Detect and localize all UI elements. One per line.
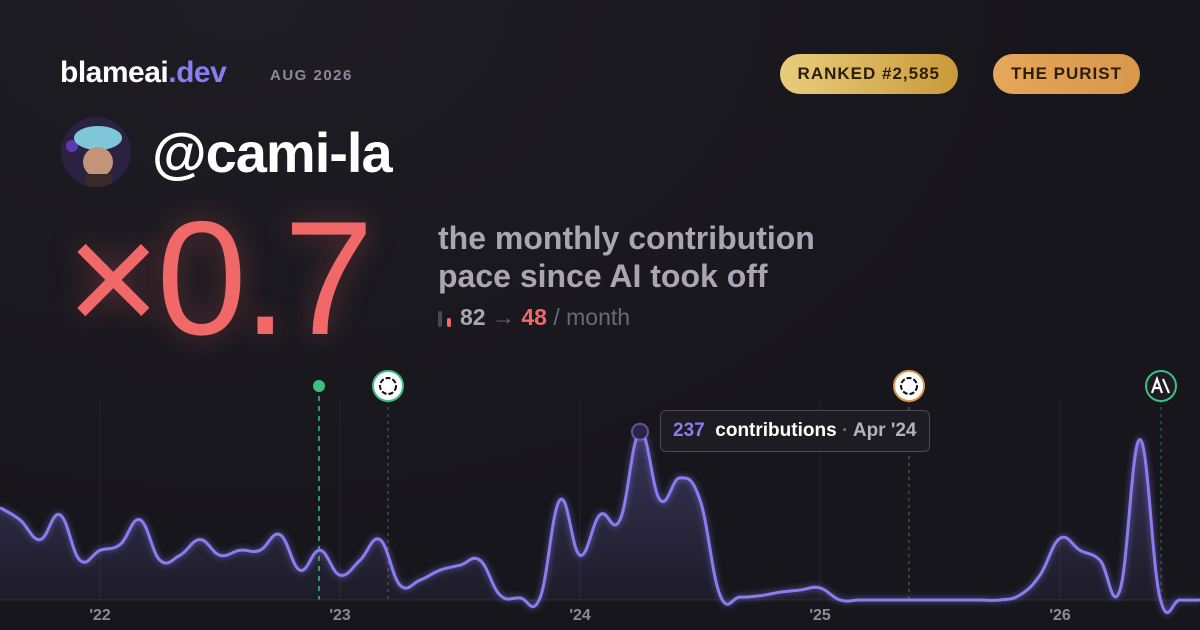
x-tick-label: '25 (809, 607, 831, 624)
brand-tld: .dev (168, 56, 227, 89)
tooltip-unit: contributions (715, 420, 837, 441)
pace-icon (438, 311, 451, 327)
rank-badge: RANKED #2,585 (779, 54, 958, 94)
x-tick-label: '23 (329, 607, 351, 624)
tooltip-value: 237 (673, 420, 705, 441)
event-icon (1145, 370, 1177, 402)
x-tick-label: '26 (1049, 607, 1071, 624)
brand-name: blameai (60, 56, 169, 89)
multiplier: ×0.7 (66, 188, 374, 369)
brand: blameai.dev (60, 56, 227, 90)
handle: @cami-la (152, 121, 393, 184)
event-icon (372, 370, 404, 402)
tagline: the monthly contribution (438, 220, 815, 256)
arrow: → (491, 304, 515, 330)
highlight-point (631, 422, 649, 441)
event-dot (313, 380, 325, 392)
tooltip: 237 contributions · Apr '24 (660, 410, 930, 452)
title-badge: THE PURIST (992, 54, 1140, 94)
line (0, 430, 1200, 615)
pace-to: 48 (521, 304, 547, 330)
pace-unit: / month (553, 304, 631, 330)
event-icon (893, 370, 925, 402)
pace-from: 82 (460, 304, 486, 330)
avatar (61, 117, 131, 187)
x-tick-label: '24 (569, 607, 591, 624)
date: AUG 2026 (270, 67, 353, 84)
tooltip-date: Apr '24 (852, 420, 917, 441)
separator: · (841, 420, 849, 441)
pace: 82 → 48 / month (438, 304, 630, 331)
area (0, 431, 1200, 613)
tagline: pace since AI took off (438, 258, 768, 294)
x-tick-label: '22 (89, 607, 111, 624)
